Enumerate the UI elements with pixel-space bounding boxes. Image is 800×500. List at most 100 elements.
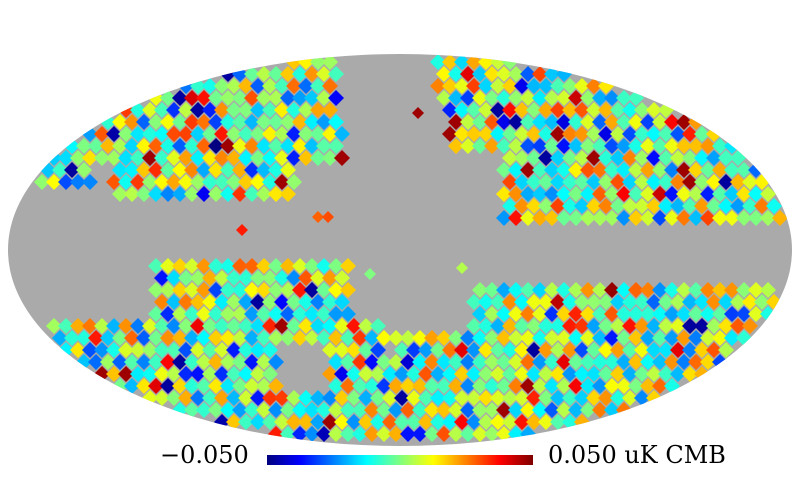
sky-pixel [448,138,464,154]
sky-pixel [280,138,296,154]
sky-pixel [316,426,332,442]
sky-pixel [562,318,578,334]
sky-pixel [310,390,326,406]
sky-pixel [634,174,650,190]
sky-pixel [592,90,608,106]
sky-pixel [208,402,224,418]
sky-pixel [376,378,392,394]
sky-pixel [340,378,356,394]
sky-pixel [214,174,230,190]
sky-pixel [670,150,686,166]
sky-pixel [250,150,266,166]
sky-pixel [628,162,644,178]
sky-pixel [214,78,230,94]
sky-pixel [700,306,716,322]
sky-pixel [664,354,680,370]
sky-pixel [472,354,488,370]
sky-pixel [460,114,476,130]
sky-pixel [556,306,572,322]
sky-pixel [568,378,584,394]
sky-pixel [124,114,140,130]
sky-pixel [628,210,644,226]
sky-pixel [58,150,74,166]
sky-pixel [688,162,704,178]
sky-pixel [646,174,662,190]
sky-pixel [472,330,488,346]
sky-pixel [196,354,212,370]
sky-pixel [526,126,542,142]
sky-pixel [532,330,548,346]
sky-pixel [328,306,344,322]
sky-pixel [304,138,320,154]
sky-pixel [520,138,536,154]
sky-pixel [520,402,536,418]
sky-pixel [256,90,272,106]
sky-pixel [556,90,572,106]
sky-pixel [538,294,554,310]
sky-pixel [760,210,776,226]
sky-pixel [454,342,470,358]
sky-pixel [172,138,188,154]
sky-pixel [568,282,584,298]
sky-pixel [148,114,164,130]
sky-pixel [580,354,596,370]
sky-pixel [202,318,218,334]
sky-pixel [520,354,536,370]
sky-pixel [268,306,284,322]
sky-pixel [454,390,470,406]
sky-pixel [478,126,494,142]
sky-pixel [70,342,86,358]
sky-pixel [322,390,338,406]
sky-pixel [466,342,482,358]
sky-pixel [622,318,638,334]
sky-pixel [532,354,548,370]
sky-pixel [574,294,590,310]
sky-pixel [328,138,344,154]
sky-pixel [562,102,578,118]
sky-pixel [190,102,206,118]
sky-pixel [634,102,650,118]
sky-pixel [484,138,500,154]
sky-pixel [556,210,572,226]
sky-pixel [304,426,320,442]
sky-pixel [256,402,272,418]
sky-pixel [274,294,290,310]
sky-pixel [328,282,344,298]
sky-pixel [394,414,410,430]
sky-pixel [568,306,584,322]
sky-pixel [292,306,308,322]
sky-pixel [82,342,98,358]
sky-pixel [256,186,272,202]
sky-pixel [202,174,218,190]
sky-pixel [496,114,512,130]
sky-pixel [616,330,632,346]
sky-pixel [340,306,356,322]
sky-pixel [310,126,326,142]
sky-pixel [88,354,104,370]
sky-pixel [94,126,110,142]
sky-pixel [388,330,404,346]
sky-pixel [166,342,182,358]
sky-pixel [142,126,158,142]
sky-pixel [328,114,344,130]
sky-pixel [364,354,380,370]
sky-pixel [538,390,554,406]
sky-pixel [496,90,512,106]
sky-pixel [520,210,536,226]
sky-pixel [706,318,722,334]
sky-pixel [46,174,62,190]
sky-pixel [514,390,530,406]
sky-pixel [496,162,512,178]
sky-pixel [424,402,440,418]
sky-pixel [640,378,656,394]
sky-pixel [592,138,608,154]
sky-pixel [346,390,362,406]
sky-pixel [544,378,560,394]
sky-pixel [460,330,476,346]
sky-pixel [610,150,626,166]
sky-pixel [514,342,530,358]
sky-pixel [628,114,644,130]
sky-pixel [538,174,554,190]
sky-pixel [388,378,404,394]
sky-pixel [298,126,314,142]
